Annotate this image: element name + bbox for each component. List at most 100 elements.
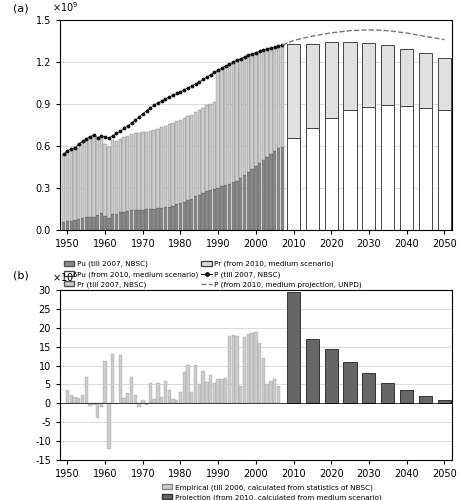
Bar bbox=[186, 116, 190, 200]
Bar bbox=[66, 390, 69, 404]
Bar bbox=[228, 336, 231, 404]
Bar bbox=[224, 378, 227, 404]
Bar bbox=[122, 398, 126, 404]
Bar bbox=[306, 128, 319, 230]
Bar bbox=[126, 212, 130, 230]
Bar bbox=[269, 380, 272, 404]
Bar bbox=[160, 128, 163, 208]
Bar bbox=[262, 358, 265, 404]
Bar bbox=[381, 382, 394, 404]
Bar bbox=[118, 139, 122, 212]
Bar bbox=[148, 208, 152, 230]
Bar bbox=[167, 206, 171, 230]
Bar bbox=[137, 210, 141, 230]
Bar bbox=[77, 398, 81, 404]
Bar bbox=[77, 144, 81, 219]
Bar bbox=[205, 192, 208, 230]
Bar bbox=[148, 131, 152, 208]
Bar bbox=[103, 144, 107, 216]
Bar bbox=[130, 378, 133, 404]
Bar bbox=[111, 140, 114, 214]
Bar bbox=[134, 134, 137, 210]
Bar bbox=[254, 166, 258, 230]
Bar bbox=[145, 132, 148, 210]
Text: $\times$10$^6$: $\times$10$^6$ bbox=[52, 270, 79, 283]
Bar bbox=[325, 348, 338, 404]
Bar bbox=[273, 379, 277, 404]
Bar bbox=[243, 175, 246, 230]
Bar bbox=[325, 42, 338, 118]
Bar bbox=[190, 199, 194, 230]
Bar bbox=[243, 337, 246, 404]
Bar bbox=[148, 382, 152, 404]
Bar bbox=[145, 210, 148, 230]
Bar bbox=[81, 142, 84, 218]
Bar bbox=[266, 49, 269, 156]
Bar bbox=[81, 395, 84, 404]
Bar bbox=[262, 160, 265, 230]
Bar bbox=[190, 114, 194, 199]
Bar bbox=[156, 128, 160, 208]
Bar bbox=[73, 220, 77, 230]
Bar bbox=[217, 188, 220, 230]
Bar bbox=[362, 372, 375, 404]
Bar bbox=[247, 172, 250, 230]
Bar bbox=[235, 181, 239, 230]
Bar bbox=[239, 58, 242, 178]
Bar bbox=[141, 132, 144, 210]
Bar bbox=[277, 148, 280, 230]
Bar bbox=[175, 122, 178, 204]
Bar bbox=[198, 195, 201, 230]
Bar bbox=[137, 404, 141, 407]
Bar bbox=[183, 202, 186, 230]
Bar bbox=[201, 108, 205, 193]
Bar bbox=[160, 396, 163, 404]
Bar bbox=[115, 214, 118, 230]
Bar bbox=[362, 43, 375, 107]
Bar bbox=[164, 207, 167, 230]
Bar bbox=[254, 332, 258, 404]
Bar bbox=[277, 46, 280, 148]
Bar bbox=[134, 210, 137, 230]
Bar bbox=[269, 48, 272, 154]
Bar bbox=[62, 154, 65, 222]
Bar bbox=[111, 354, 114, 404]
Bar bbox=[281, 147, 284, 230]
Bar bbox=[254, 52, 258, 166]
Bar bbox=[126, 136, 130, 212]
Bar bbox=[175, 400, 178, 404]
Bar bbox=[122, 137, 126, 212]
Legend: Pu (till 2007, NBSC), Pu (from 2010, medium scenario), Pr (till 2007, NBSC), Pr : Pu (till 2007, NBSC), Pu (from 2010, med… bbox=[64, 261, 362, 288]
Bar bbox=[134, 395, 137, 404]
Bar bbox=[164, 382, 167, 404]
Bar bbox=[220, 379, 224, 404]
Bar bbox=[73, 148, 77, 220]
Bar bbox=[160, 208, 163, 230]
Bar bbox=[258, 343, 261, 404]
Bar bbox=[175, 204, 178, 230]
Bar bbox=[92, 217, 95, 230]
Bar bbox=[287, 292, 300, 404]
Legend: Empirical (till 2006, calculated from statistics of NBSC), Projection (from 2010: Empirical (till 2006, calculated from st… bbox=[161, 484, 381, 500]
Bar bbox=[213, 384, 216, 404]
Bar bbox=[137, 133, 141, 210]
Bar bbox=[239, 178, 242, 230]
Bar bbox=[145, 404, 148, 405]
Bar bbox=[70, 220, 73, 230]
Bar bbox=[70, 395, 73, 404]
Bar bbox=[118, 355, 122, 404]
Bar bbox=[198, 384, 201, 404]
Bar bbox=[343, 110, 357, 230]
Bar bbox=[247, 334, 250, 404]
Bar bbox=[235, 60, 239, 181]
Bar bbox=[400, 106, 413, 230]
Bar bbox=[92, 404, 95, 405]
Bar bbox=[100, 404, 103, 407]
Bar bbox=[100, 136, 103, 212]
Bar bbox=[89, 217, 92, 230]
Bar bbox=[96, 215, 99, 230]
Bar bbox=[179, 392, 182, 404]
Bar bbox=[130, 134, 133, 210]
Bar bbox=[273, 152, 277, 230]
Bar bbox=[171, 123, 175, 206]
